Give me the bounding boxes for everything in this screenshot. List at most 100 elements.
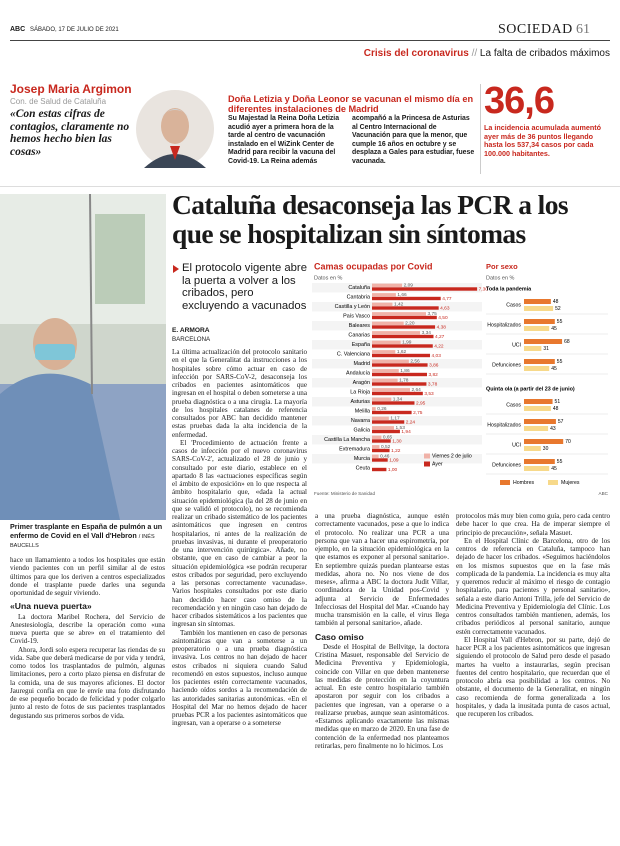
paragraph: El Hospital Vall d'Hebron, por su parte,… [456,635,610,718]
category-label: Canarias [348,333,370,339]
value-label: 2,56 [410,359,420,365]
bar [372,467,387,472]
bar [372,321,404,325]
page-number: 61 [576,22,590,37]
portrait [136,90,214,168]
bar [372,401,415,405]
bar [372,372,428,377]
value-label: 0,65 [383,435,393,441]
bar [524,439,564,444]
value-label: 4,38 [437,324,447,330]
category-label: Hospitalizados [487,322,521,328]
bar [524,419,556,424]
value-label: 3,53 [424,391,434,397]
bar [372,397,392,401]
value-label: 4,27 [435,334,445,340]
bar [524,466,550,471]
value-label: 2,75 [413,410,423,416]
value-label: 48 [553,406,559,412]
value-label: 7,30 [479,286,489,292]
category-label: Castilla y León [335,304,370,310]
value-label: 1,22 [391,448,401,454]
paragraph: El 'Procedimiento de actuación frente a … [172,438,307,629]
bar [524,339,563,344]
photo-mask [35,344,75,360]
category-label: Defunciones [492,462,521,468]
category-label: Defunciones [492,362,521,368]
section: SOCIEDAD [498,22,573,37]
bar [524,319,555,324]
bar [372,350,396,354]
value-label: 3,86 [429,362,439,368]
bar [372,340,401,344]
value-label: 1,30 [392,438,402,444]
paragraph: hace un llamamiento a todos los hospital… [10,556,165,597]
value-label: 3,78 [428,381,438,387]
bar [372,454,379,458]
row-band [312,454,482,464]
headline: Cataluña desaconseja las PCR a los que s… [172,189,569,249]
rule [10,40,610,41]
bar [372,391,423,396]
value-label: 1,42 [394,302,404,308]
bar [524,426,549,431]
value-label: 2,64 [412,387,422,393]
photo-tube [89,194,93,395]
value-label: 0,46 [380,454,390,460]
bar [372,382,427,386]
category-label: España [352,342,370,348]
kicker-topic: Crisis del coronavirus [363,48,469,59]
bar [372,359,409,363]
bar [524,446,541,451]
bar [372,331,421,335]
chart-title: Por sexo [486,262,518,271]
value-label: 1,99 [402,340,412,346]
paragraph: La última actualización del protocolo sa… [172,348,307,439]
category-label: Baleares [349,323,371,329]
value-label: 68 [564,339,570,345]
category-label: Madrid [354,361,370,367]
value-label: 3,34 [422,330,432,336]
article-column: La última actualización del protocolo sa… [172,348,307,845]
bar [372,353,431,358]
chart-subtitle: Datos en % [486,275,515,281]
bar [372,407,376,411]
value-label: 1,66 [397,292,407,298]
value-label: 48 [553,299,559,305]
bullet [173,265,179,273]
value-label: 1,86 [400,368,410,374]
portrait-tie [170,146,180,160]
value-label: 52 [555,306,561,312]
news-body: acompañó a la Princesa de Asturias al Ce… [352,115,475,165]
charts: Camas ocupadas por Covid Datos en % Catalu… [312,261,609,496]
bar [372,363,428,367]
masthead: ABC [10,26,26,33]
value-label: 3,75 [428,311,438,317]
value-label: 4,03 [432,353,442,359]
legend-swatch [424,461,430,467]
paragraph: Ahora, Jordi solo espera recuperar las r… [10,645,165,720]
byline: E. ARMORA [172,327,210,334]
bar [372,429,400,434]
news-body: Su Majestad la Reina Doña Letizia acudió… [228,115,340,165]
legend-label: Viernes 2 de julio [432,453,472,459]
bar [372,312,426,316]
category-label: UCI [512,342,521,348]
bar [524,306,554,311]
photo-window [95,214,145,304]
value-label: 4,63 [440,305,450,311]
bar [372,445,380,449]
bar [372,325,436,329]
paragraph: a una prueba diagnóstica, aunque estén c… [315,512,449,628]
value-label: 55 [557,359,563,365]
value-label: 55 [557,319,563,325]
person-role: Con. de Salud de Cataluña [10,97,107,106]
value-label: 45 [551,366,557,372]
bar [524,366,550,371]
paragraph: Desde el Hospital de Bellvitge, la docto… [315,642,449,750]
group-title: Toda la pandemia [486,286,532,292]
value-label: 1,17 [390,416,400,422]
bar [372,426,395,430]
bar [372,416,389,420]
